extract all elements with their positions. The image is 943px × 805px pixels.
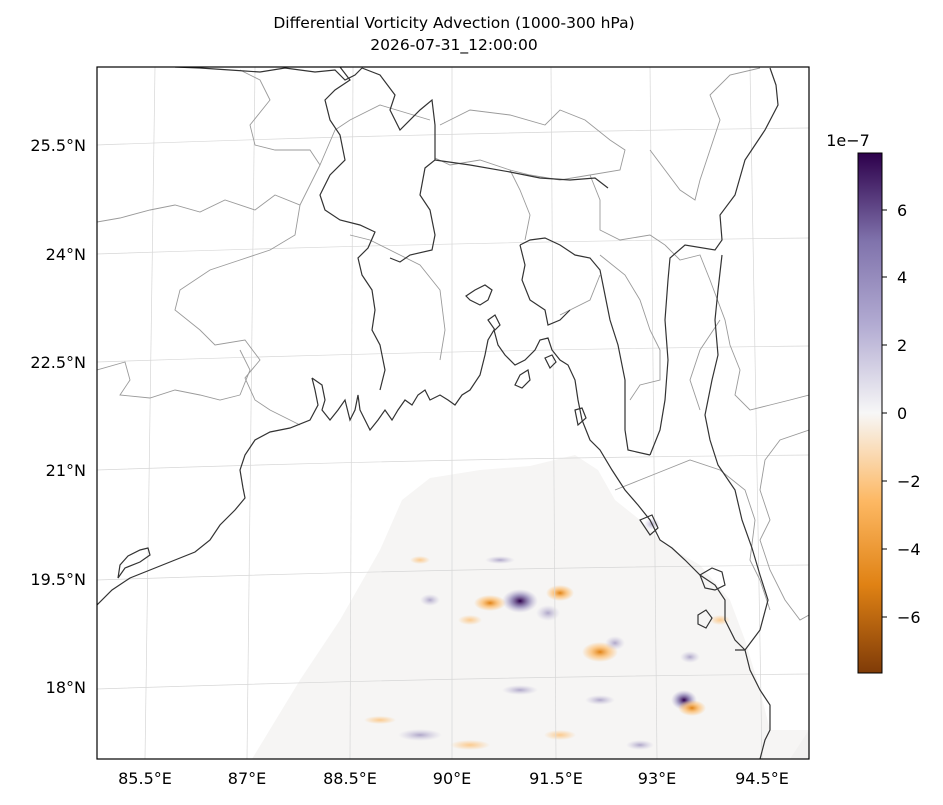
lon-label: 91.5°E (529, 769, 583, 788)
field-corner (790, 730, 809, 759)
colorbar-tick: 2 (897, 336, 907, 355)
colorbar-tick: 4 (897, 268, 907, 287)
admin-borders (97, 67, 809, 621)
lon-label: 87°E (228, 769, 266, 788)
lon-label: 90°E (433, 769, 471, 788)
colorbar-tick: 0 (897, 404, 907, 423)
colorbar-tick: 6 (897, 201, 907, 220)
latitude-labels: 25.5°N 24°N 22.5°N 21°N 19.5°N 18°N (30, 136, 86, 697)
colorbar-tick: −2 (897, 472, 921, 491)
colorbar-exponent: 1e−7 (826, 131, 870, 150)
lat-label: 24°N (46, 245, 86, 264)
map-subtitle: 2026-07-31_12:00:00 (370, 36, 538, 54)
colorbar-gradient (857, 152, 883, 674)
map-title: Differential Vorticity Advection (1000-3… (273, 14, 635, 32)
colorbar-tick: −6 (897, 608, 921, 627)
lon-label: 93°E (638, 769, 676, 788)
lat-label: 25.5°N (30, 136, 86, 155)
map-frame (96, 66, 810, 760)
lon-label: 85.5°E (118, 769, 172, 788)
gridlines (97, 67, 809, 759)
longitude-labels: 85.5°E 87°E 88.5°E 90°E 91.5°E 93°E 94.5… (118, 769, 789, 788)
lon-label: 88.5°E (323, 769, 377, 788)
coastline-and-borders (97, 67, 779, 759)
lat-label: 22.5°N (30, 353, 86, 372)
colorbar: 1e−7 6 4 2 0 −2 −4 −6 (826, 131, 921, 674)
field-features (364, 518, 730, 750)
colorbar-tick: −4 (897, 540, 921, 559)
lat-label: 19.5°N (30, 570, 86, 589)
lon-label: 94.5°E (735, 769, 789, 788)
lat-label: 21°N (46, 461, 86, 480)
lat-label: 18°N (46, 678, 86, 697)
